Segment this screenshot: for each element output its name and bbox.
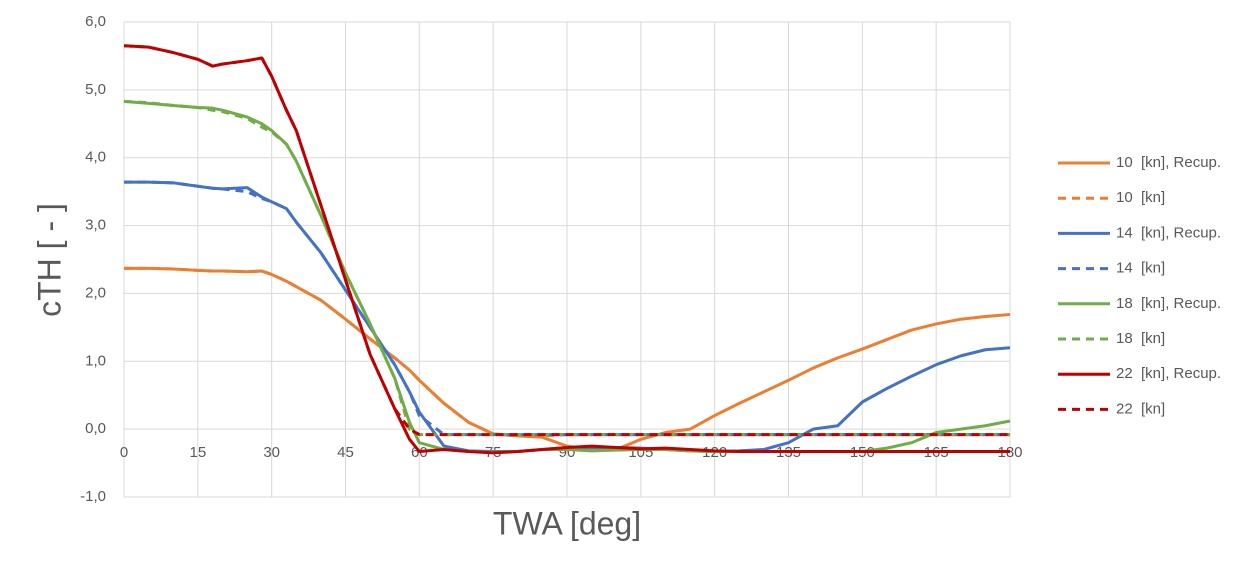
legend-label: 10 [kn] — [1116, 189, 1165, 206]
y-tick-label: 6,0 — [85, 13, 106, 30]
x-tick-label: 30 — [263, 444, 280, 461]
y-tick-label: 0,0 — [85, 420, 106, 437]
y-tick-label: 1,0 — [85, 352, 106, 369]
y-tick-label: 2,0 — [85, 284, 106, 301]
y-tick-label: 4,0 — [85, 149, 106, 166]
series-line — [123, 99, 1010, 437]
legend-label: 14 [kn] — [1116, 260, 1165, 277]
x-tick-label: 0 — [120, 444, 128, 461]
y-tick-label: 5,0 — [85, 81, 106, 98]
y-axis-title: cTH [ - ] — [31, 203, 67, 317]
y-tick-label: -1,0 — [80, 488, 106, 505]
y-tick-label: 3,0 — [85, 217, 106, 234]
series-line — [123, 44, 1010, 455]
legend-label: 18 [kn] — [1116, 330, 1165, 347]
legend-label: 14 [kn], Recup. — [1116, 224, 1221, 241]
series-line — [123, 44, 1010, 437]
legend-label: 22 [kn], Recup. — [1116, 365, 1221, 382]
legend-label: 18 [kn], Recup. — [1116, 295, 1221, 312]
legend-label: 10 [kn], Recup. — [1116, 154, 1221, 171]
legend-label: 22 [kn] — [1116, 400, 1165, 417]
x-tick-label: 45 — [337, 444, 354, 461]
x-tick-label: 15 — [189, 444, 206, 461]
x-axis-title: TWA [deg] — [493, 505, 641, 541]
